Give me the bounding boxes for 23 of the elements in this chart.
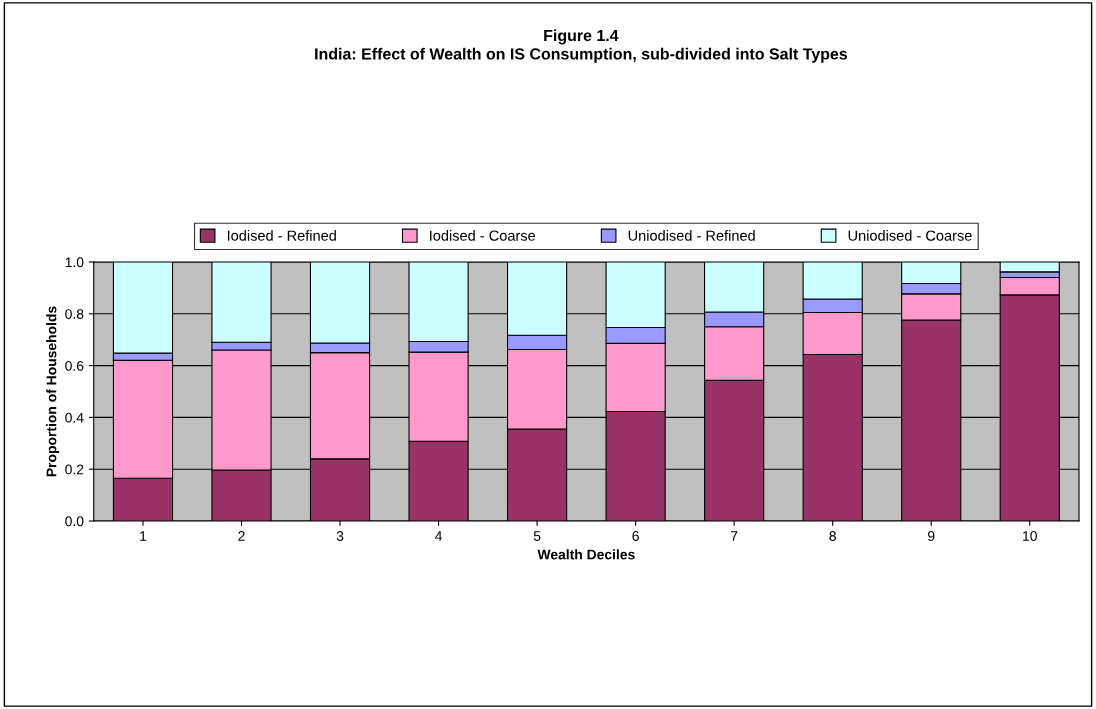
x-tick-label: 10 [1023, 531, 1037, 541]
legend-label: Iodised - Coarse [430, 230, 536, 241]
x-tick-label: 4 [435, 531, 443, 541]
legend-label: Uniodised - Coarse [848, 230, 972, 241]
chart-title: Figure 1.4 India: Effect of Wealth on IS Consumption, sub-divided into Salt Types [315, 29, 848, 63]
y-tick-label: 0.6 [65, 360, 84, 371]
x-tick-label: 6 [632, 531, 639, 541]
y-axis-title: Proportion of Households [46, 306, 60, 477]
y-tick-label: 0.4 [65, 412, 84, 423]
x-axis-title: Wealth Deciles [537, 549, 635, 560]
legend-label: Uniodised - Refined [628, 230, 755, 241]
y-tick-label: 0.8 [65, 309, 84, 319]
y-tick-label: 0.0 [65, 516, 84, 527]
x-tick-label: 1 [140, 531, 147, 541]
x-tick-label: 8 [829, 531, 836, 541]
x-tick-label: 3 [336, 531, 344, 541]
x-tick-label: 7 [731, 531, 738, 541]
y-tick-label: 0.2 [65, 464, 84, 475]
x-tick-label: 9 [928, 531, 935, 541]
y-tick-label: 1.0 [65, 257, 84, 268]
x-tick-label: 5 [533, 531, 541, 541]
legend-label: Iodised - Refined [227, 230, 336, 241]
x-tick-label: 2 [238, 531, 245, 541]
